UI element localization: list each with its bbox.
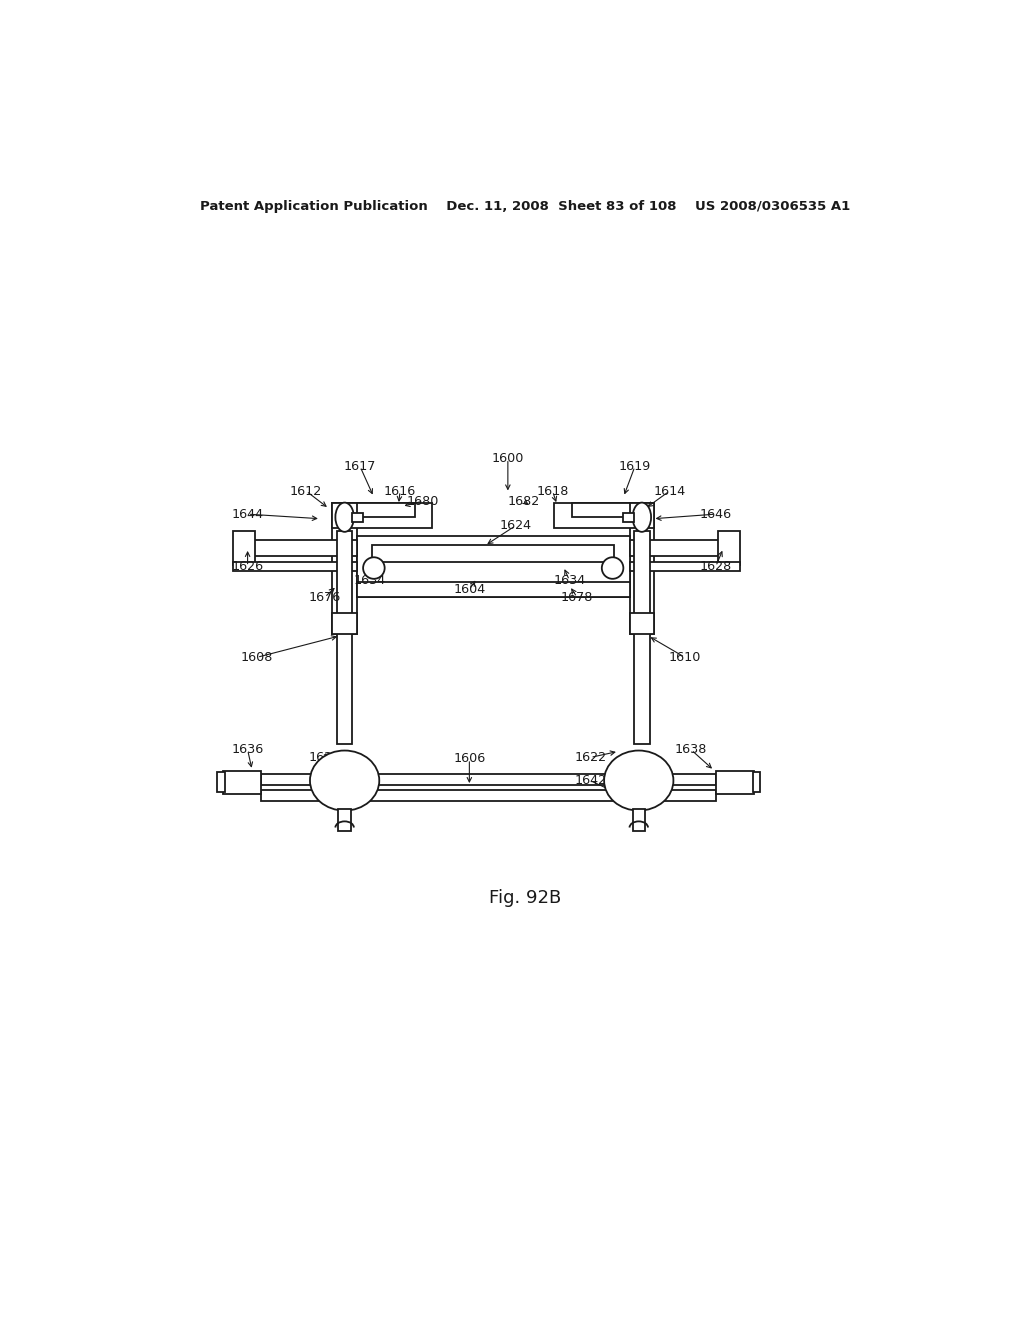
Bar (753, 772, 761, 792)
Text: 1620: 1620 (308, 751, 341, 764)
Bar (233, 531, 255, 565)
Bar (630, 612, 654, 635)
Bar (333, 612, 357, 635)
Bar (634, 531, 649, 743)
Text: 1644: 1644 (231, 508, 263, 520)
Bar (223, 771, 261, 793)
Text: 1604: 1604 (454, 583, 485, 597)
Ellipse shape (336, 503, 354, 532)
Text: 1624: 1624 (500, 519, 531, 532)
Bar (718, 531, 739, 565)
Text: 1640: 1640 (308, 774, 341, 787)
Text: 1618: 1618 (537, 484, 568, 498)
Bar (233, 562, 357, 572)
Circle shape (364, 557, 385, 578)
Text: 1608: 1608 (241, 651, 273, 664)
Bar (571, 503, 630, 517)
Text: Patent Application Publication    Dec. 11, 2008  Sheet 83 of 108    US 2008/0306: Patent Application Publication Dec. 11, … (200, 199, 850, 213)
Bar (339, 809, 351, 830)
Text: 1638: 1638 (675, 743, 708, 756)
Text: 1680: 1680 (407, 495, 439, 508)
Text: 1616: 1616 (384, 484, 416, 498)
Ellipse shape (310, 751, 379, 810)
Text: 1606: 1606 (454, 752, 485, 766)
Text: 1676: 1676 (308, 591, 341, 603)
Text: 1610: 1610 (669, 651, 701, 664)
Text: 1614: 1614 (653, 484, 686, 498)
Bar (357, 503, 415, 517)
Bar (217, 772, 224, 792)
Ellipse shape (604, 751, 674, 810)
Ellipse shape (633, 503, 651, 532)
Text: 1678: 1678 (561, 591, 593, 603)
Text: 1636: 1636 (231, 743, 264, 756)
Bar (352, 512, 364, 521)
Bar (633, 809, 645, 830)
Bar (373, 545, 614, 562)
Text: 1628: 1628 (699, 560, 732, 573)
Bar (716, 771, 755, 793)
Bar (261, 775, 716, 785)
Text: 1646: 1646 (699, 508, 732, 520)
Bar (630, 562, 739, 572)
Text: Fig. 92B: Fig. 92B (488, 888, 561, 907)
Text: 1634: 1634 (553, 574, 586, 587)
Bar (554, 503, 654, 528)
Bar (624, 512, 634, 521)
Text: 1682: 1682 (507, 495, 540, 508)
Bar (630, 540, 736, 556)
Bar (333, 503, 357, 635)
Circle shape (602, 557, 624, 578)
Text: 1600: 1600 (492, 453, 524, 465)
Text: 1634: 1634 (353, 574, 385, 587)
Bar (337, 531, 352, 743)
Text: 1622: 1622 (574, 751, 606, 764)
Text: 1612: 1612 (290, 484, 323, 498)
Text: 1619: 1619 (618, 459, 651, 473)
Bar (237, 540, 357, 556)
Bar (357, 582, 630, 597)
Bar (333, 503, 432, 528)
Text: 1617: 1617 (344, 459, 376, 473)
Bar (261, 789, 716, 800)
Bar (357, 536, 630, 597)
Text: 1642: 1642 (574, 774, 606, 787)
Bar (630, 503, 654, 635)
Text: 1626: 1626 (231, 560, 263, 573)
